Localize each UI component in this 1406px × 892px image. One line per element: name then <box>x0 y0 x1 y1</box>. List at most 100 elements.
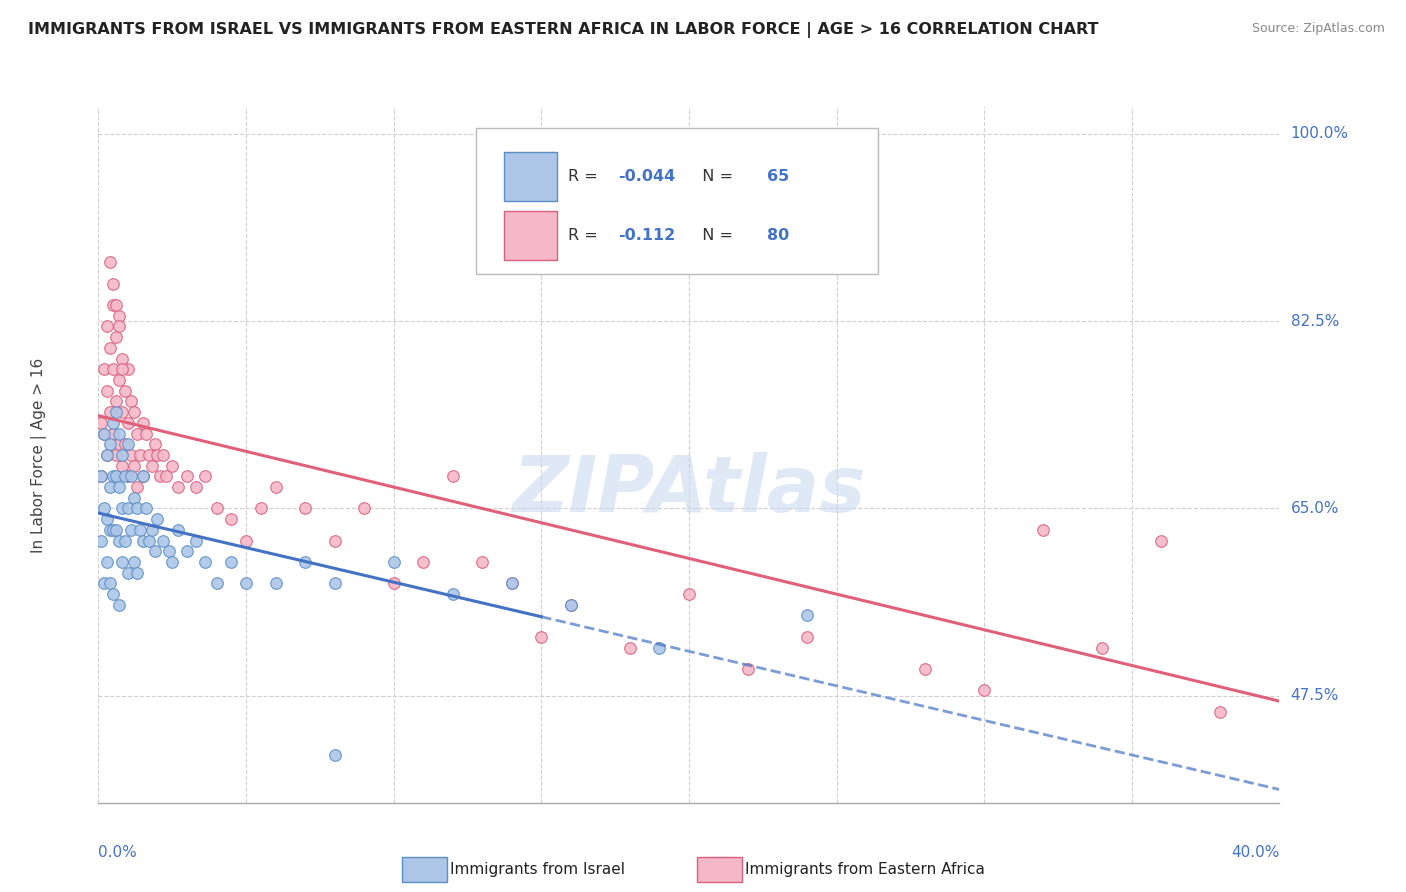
Point <box>184 480 207 494</box>
Text: 65: 65 <box>766 169 789 184</box>
Point <box>353 501 375 516</box>
Point <box>117 566 139 580</box>
Point <box>323 576 346 591</box>
Point <box>135 501 157 516</box>
Point <box>93 362 115 376</box>
Point <box>796 630 818 644</box>
Point <box>111 555 134 569</box>
Point <box>441 469 464 483</box>
Point <box>294 501 316 516</box>
Point <box>146 512 169 526</box>
Point <box>90 469 112 483</box>
Point <box>103 362 125 376</box>
Point <box>117 416 139 430</box>
Text: 82.5%: 82.5% <box>1291 314 1339 328</box>
Text: Source: ZipAtlas.com: Source: ZipAtlas.com <box>1251 22 1385 36</box>
Point <box>471 555 494 569</box>
Point <box>108 533 131 548</box>
Point <box>914 662 936 676</box>
Point <box>125 480 148 494</box>
Point <box>103 416 125 430</box>
Text: N =: N = <box>693 169 738 184</box>
Text: 47.5%: 47.5% <box>1291 689 1339 703</box>
Point <box>149 469 172 483</box>
Point <box>132 533 155 548</box>
Point <box>1032 523 1054 537</box>
Point <box>138 533 160 548</box>
Point <box>530 630 553 644</box>
Point <box>143 437 166 451</box>
Text: Immigrants from Eastern Africa: Immigrants from Eastern Africa <box>745 863 986 877</box>
Point <box>98 480 121 494</box>
Point <box>235 533 257 548</box>
Point <box>96 512 118 526</box>
Point <box>382 576 405 591</box>
Text: N =: N = <box>693 228 738 244</box>
Point <box>135 426 157 441</box>
Text: 80: 80 <box>766 228 789 244</box>
Point <box>219 555 242 569</box>
Point <box>93 426 115 441</box>
Point <box>117 437 139 451</box>
FancyBboxPatch shape <box>477 128 877 274</box>
Point <box>235 576 257 591</box>
Point <box>122 555 145 569</box>
Point <box>125 426 148 441</box>
Point <box>648 640 671 655</box>
Point <box>205 501 228 516</box>
Text: 65.0%: 65.0% <box>1291 501 1339 516</box>
Point <box>1209 705 1232 719</box>
Point <box>108 426 131 441</box>
Point <box>141 458 163 473</box>
Point <box>323 533 346 548</box>
FancyBboxPatch shape <box>503 211 557 260</box>
Point <box>98 405 121 419</box>
Point <box>103 523 125 537</box>
Point <box>108 319 131 334</box>
Point <box>114 533 136 548</box>
Text: R =: R = <box>568 169 603 184</box>
Point <box>122 458 145 473</box>
Point <box>111 448 134 462</box>
Point <box>132 416 155 430</box>
Point <box>98 576 121 591</box>
Text: 0.0%: 0.0% <box>98 845 138 860</box>
Point <box>111 405 134 419</box>
Point <box>162 458 183 473</box>
Point <box>103 277 125 291</box>
Point <box>167 480 190 494</box>
Point <box>120 523 142 537</box>
Point <box>111 458 134 473</box>
Point <box>501 576 523 591</box>
Point <box>108 373 131 387</box>
Point <box>167 523 190 537</box>
Point <box>90 469 112 483</box>
Point <box>560 598 582 612</box>
Point <box>146 448 169 462</box>
Point <box>93 501 115 516</box>
Point <box>103 426 125 441</box>
Point <box>678 587 700 601</box>
Point <box>105 523 128 537</box>
Point <box>796 608 818 623</box>
Point <box>122 491 145 505</box>
Point <box>103 587 125 601</box>
Point <box>152 533 174 548</box>
Point <box>93 426 115 441</box>
Point <box>973 683 995 698</box>
Point <box>143 544 166 558</box>
Point <box>93 576 115 591</box>
Point <box>412 555 434 569</box>
Point <box>323 747 346 762</box>
Point <box>152 448 174 462</box>
Text: ZIPAtlas: ZIPAtlas <box>512 451 866 528</box>
Point <box>162 555 183 569</box>
Point <box>141 523 163 537</box>
Point <box>117 362 139 376</box>
Point <box>560 598 582 612</box>
Point <box>98 437 121 451</box>
Point <box>194 469 217 483</box>
Point <box>737 662 759 676</box>
Point <box>155 469 177 483</box>
Text: -0.112: -0.112 <box>619 228 675 244</box>
